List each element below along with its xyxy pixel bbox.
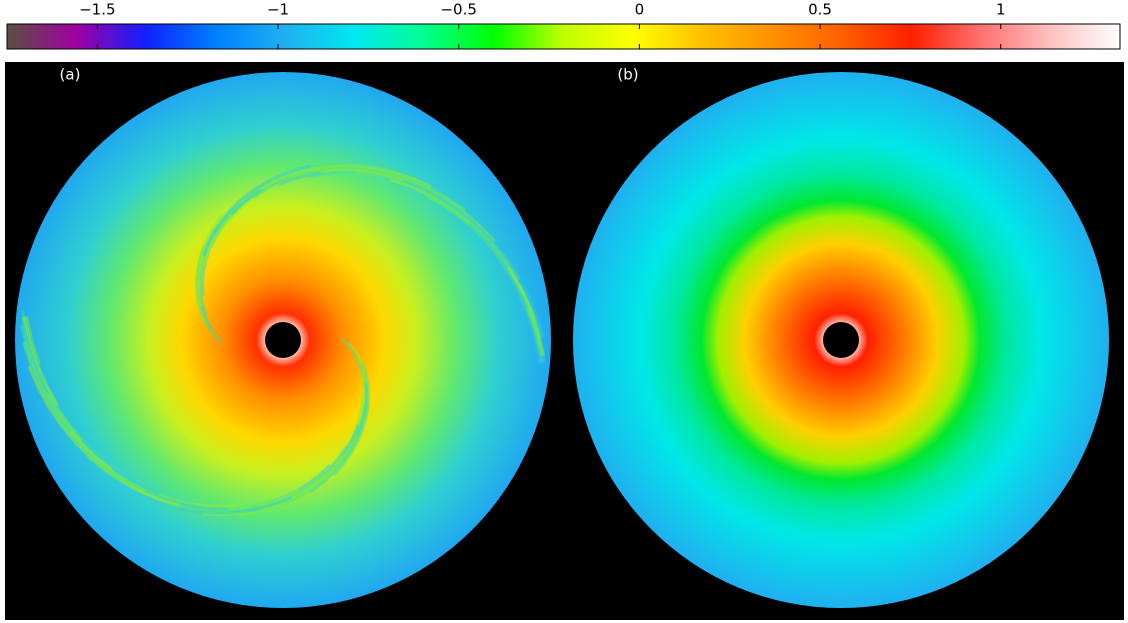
- tick-label: 0: [635, 1, 645, 19]
- tick-label: 0.5: [808, 1, 832, 19]
- inner-hole: [265, 322, 301, 358]
- page: (a) (b) −1.5−1−0.500.51 (() => { const d…: [0, 0, 1128, 623]
- figure: (a) (b) −1.5 −1 −0.5 0 0.5 1: [0, 0, 1128, 623]
- panel-label: (b): [617, 66, 638, 84]
- tick-label: −1: [267, 1, 289, 19]
- colorbar: [7, 24, 1120, 49]
- tick-label: 1: [996, 1, 1006, 19]
- tick-label: −0.5: [440, 1, 476, 19]
- tick-label: −1.5: [79, 1, 115, 19]
- inner-hole: [823, 322, 859, 358]
- panel-label: (a): [60, 66, 81, 84]
